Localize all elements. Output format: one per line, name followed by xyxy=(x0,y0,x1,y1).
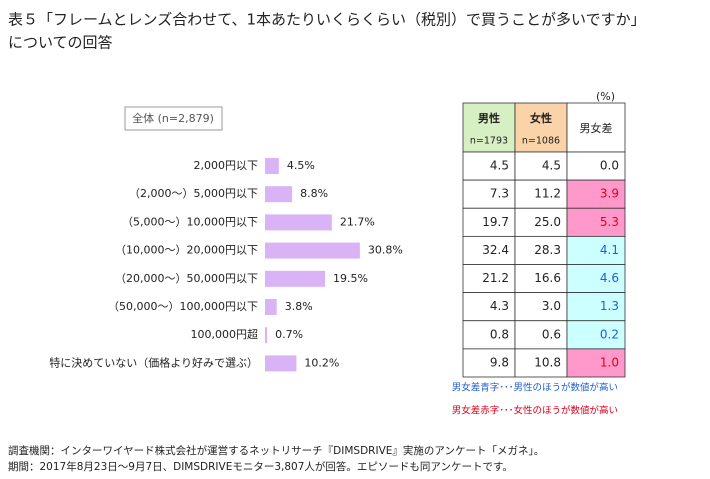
category-label: 2,000円以下 xyxy=(194,159,259,172)
bar xyxy=(265,186,293,203)
category-label: 100,000円超 xyxy=(191,327,259,341)
bar xyxy=(265,299,277,315)
cell-value: 7.3 xyxy=(490,187,509,201)
value-label: 30.8% xyxy=(368,244,403,257)
table-cell xyxy=(566,235,626,265)
table-cell xyxy=(462,207,516,237)
chart-title: 表５「フレームとレンズ合わせて、1本あたりいくらくらい（税別）で買うことが多いで… xyxy=(8,11,646,29)
header-n: n=1086 xyxy=(522,136,560,147)
cell-value: 3.0 xyxy=(542,299,561,313)
value-label: 3.8% xyxy=(285,300,313,313)
cell-value: 28.3 xyxy=(534,243,561,257)
series-label-box xyxy=(124,106,223,131)
category-label: （5,000～）10,000円以下 xyxy=(122,215,258,228)
note: 男女差青字･･･男性のほうが数値が高い xyxy=(452,382,618,394)
cell-value: 4.3 xyxy=(490,299,509,313)
cell-value: 3.9 xyxy=(600,187,619,201)
series-label: 全体 (n=2,879) xyxy=(132,111,214,125)
table-cell xyxy=(462,348,516,378)
value-label: 19.5% xyxy=(333,272,368,285)
bar xyxy=(265,270,326,287)
bar xyxy=(265,242,360,259)
chart-title: についての回答 xyxy=(8,34,113,52)
table-cell xyxy=(566,348,626,378)
cell-value: 10.8 xyxy=(534,355,561,369)
note: 男女差赤字･･･女性のほうが数値が高い xyxy=(452,405,618,417)
cell-value: 4.1 xyxy=(600,243,619,257)
table-cell xyxy=(514,264,568,294)
table-unit: (%) xyxy=(596,90,615,103)
cell-value: 19.7 xyxy=(482,215,509,229)
cell-value: 21.2 xyxy=(482,271,509,285)
table-cell xyxy=(462,292,516,322)
header-cell xyxy=(566,102,626,153)
header-cell xyxy=(514,102,568,153)
cell-value: 32.4 xyxy=(482,243,509,257)
table-cell xyxy=(566,264,626,294)
cell-value: 0.8 xyxy=(490,327,509,341)
cell-value: 0.2 xyxy=(600,327,619,341)
header-label: 女性 xyxy=(530,111,552,125)
cell-value: 1.0 xyxy=(600,355,619,369)
cell-value: 1.3 xyxy=(600,299,619,313)
cell-value: 4.5 xyxy=(542,159,561,173)
header-label: 男女差 xyxy=(580,121,613,135)
table-cell xyxy=(462,235,516,265)
cell-value: 25.0 xyxy=(534,215,561,229)
cell-value: 0.6 xyxy=(542,327,561,341)
bar xyxy=(265,355,297,372)
table-cell xyxy=(514,235,568,265)
category-label: （20,000～）50,000円以下 xyxy=(115,272,258,285)
category-label: （50,000～）100,000円以下 xyxy=(108,300,258,313)
header-cell xyxy=(462,102,516,153)
cell-value: 0.0 xyxy=(600,159,619,173)
table-cell xyxy=(566,320,626,350)
category-label: 特に決めていない（価格より好みで選ぶ） xyxy=(49,355,258,369)
value-label: 0.7% xyxy=(275,328,303,341)
table-cell xyxy=(566,292,626,322)
table-cell xyxy=(566,179,626,209)
value-label: 10.2% xyxy=(304,356,339,369)
bar xyxy=(265,214,332,231)
cell-value: 5.3 xyxy=(600,215,619,229)
value-label: 4.5% xyxy=(287,159,315,172)
table-cell xyxy=(462,320,516,350)
value-label: 8.8% xyxy=(300,187,328,200)
table-cell xyxy=(514,320,568,350)
category-label: （10,000～）20,000円以下 xyxy=(115,244,258,257)
category-label: （2,000～）5,000円以下 xyxy=(129,187,258,200)
bar xyxy=(265,158,279,174)
footer: 期間：2017年8月23日～9月7日、DIMSDRIVEモニター3,807人が回… xyxy=(8,460,513,473)
table-cell xyxy=(462,264,516,294)
cell-value: 4.6 xyxy=(600,271,619,285)
table-cell xyxy=(566,207,626,237)
table-cell xyxy=(514,179,568,209)
cell-value: 9.8 xyxy=(490,355,509,369)
cell-value: 4.5 xyxy=(490,159,509,173)
header-label: 男性 xyxy=(478,111,500,125)
cell-value: 16.6 xyxy=(534,271,561,285)
header-n: n=1793 xyxy=(470,136,508,147)
footer: 調査機関：インターワイヤード株式会社が運営するネットリサーチ『DIMSDRIVE… xyxy=(8,444,544,457)
value-label: 21.7% xyxy=(340,215,375,228)
cell-value: 11.2 xyxy=(534,187,561,201)
bar xyxy=(265,327,268,344)
table-cell xyxy=(514,348,568,378)
